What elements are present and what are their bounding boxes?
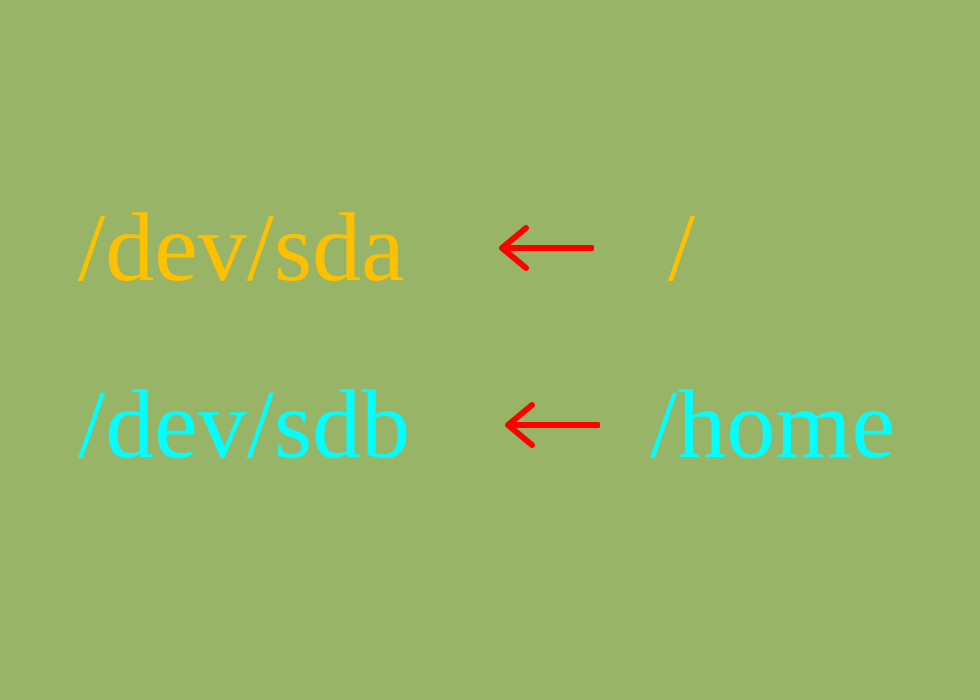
device-label-sda: /dev/sda (78, 194, 405, 302)
mapping-row-sdb: /dev/sdb /home (0, 365, 980, 485)
mount-point-home: /home (650, 371, 895, 479)
left-arrow-icon (505, 402, 600, 448)
left-arrow-icon (499, 225, 594, 271)
mapping-row-sda: /dev/sda / (0, 188, 980, 308)
mount-point-root: / (668, 194, 696, 302)
device-label-sdb: /dev/sdb (78, 371, 411, 479)
